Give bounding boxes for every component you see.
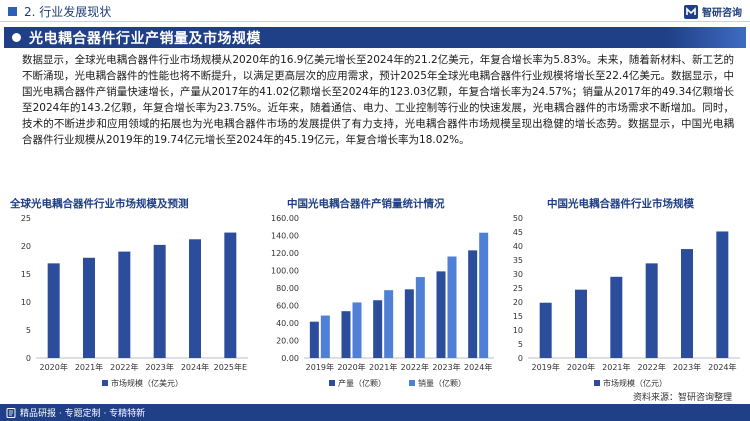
bar	[645, 263, 658, 358]
footer-tagline: 精品研报 · 专题定制 · 专精特新	[20, 409, 146, 419]
bar	[404, 289, 414, 358]
x-tick-label: 2023年	[673, 362, 701, 372]
bar	[373, 300, 383, 358]
bar	[224, 232, 237, 358]
y-tick-label: 120.00	[271, 249, 299, 258]
bar	[479, 232, 489, 358]
x-tick-label: 2024年	[181, 362, 209, 372]
x-tick-label: 2022年	[110, 362, 138, 372]
y-tick-label: 60.00	[276, 302, 299, 311]
bar	[153, 244, 166, 358]
y-tick-label: 45	[513, 228, 523, 237]
legend-label: 市场规模（亿美元）	[111, 378, 183, 388]
x-tick-label: 2022年	[637, 362, 665, 372]
bar	[341, 311, 351, 358]
y-tick-label: 20	[21, 242, 31, 251]
legend-swatch	[329, 380, 335, 386]
y-tick-label: 0	[518, 354, 523, 363]
x-tick-label: 2019年	[531, 362, 559, 372]
y-tick-label: 40.00	[276, 319, 299, 328]
chart3-title: 中国光电耦合器件行业市场规模	[547, 198, 694, 210]
y-tick-label: 160.00	[271, 214, 299, 223]
x-tick-label: 2024年	[708, 362, 736, 372]
y-tick-label: 10	[21, 298, 31, 307]
y-tick-label: 5	[26, 326, 31, 335]
bar	[468, 250, 478, 358]
x-tick-label: 2022年	[401, 362, 429, 372]
bottom-bar: 精品研报 · 专题定制 · 专精特新	[0, 404, 750, 421]
title-bullet-icon	[12, 33, 21, 42]
y-tick-label: 50	[513, 214, 523, 223]
y-tick-label: 35	[513, 256, 523, 265]
x-tick-label: 2020年	[39, 362, 67, 372]
chart-china-production-sales: 0.00 20.00 40.00 60.00 80.00 100.00 120.00 140.…	[271, 214, 494, 388]
bar	[681, 249, 693, 358]
y-tick-label: 20	[513, 298, 523, 307]
bar	[716, 231, 729, 358]
x-tick-label: 2021年	[75, 362, 103, 372]
bar	[189, 239, 201, 358]
y-tick-label: 40	[513, 242, 523, 251]
x-tick-label: 2023年	[145, 362, 173, 372]
y-tick-label: 15	[513, 312, 523, 321]
y-tick-label: 25	[21, 214, 31, 223]
bar	[47, 263, 60, 358]
y-tick-label: 0.00	[281, 354, 299, 363]
brand-logo-icon	[684, 4, 698, 19]
top-bar: 2. 行业发展现状	[0, 0, 750, 22]
legend-swatch	[409, 380, 415, 386]
x-tick-label: 2023年	[432, 362, 460, 372]
y-tick-label: 20.00	[276, 337, 299, 346]
report-icon	[6, 407, 16, 418]
bar	[83, 257, 95, 358]
section-square-icon	[8, 6, 17, 16]
bar	[436, 271, 446, 358]
bar	[610, 276, 623, 358]
bar	[447, 256, 457, 358]
description-paragraph: 数据显示，全球光电耦合器件行业市场规模从2020年的16.9亿美元增长至2024…	[22, 54, 734, 146]
x-tick-label: 2021年	[602, 362, 630, 372]
y-tick-label: 10	[513, 326, 523, 335]
x-tick-label: 2025年E	[214, 362, 247, 372]
y-tick-label: 5	[518, 340, 523, 349]
top-divider	[0, 21, 750, 22]
bar	[352, 302, 362, 358]
x-tick-label: 2020年	[337, 362, 365, 372]
y-tick-label: 0	[26, 354, 31, 363]
y-tick-label: 30	[513, 270, 523, 279]
y-tick-label: 80.00	[276, 284, 299, 293]
x-tick-label: 2024年	[464, 362, 492, 372]
bar	[539, 302, 552, 358]
page-title: 光电耦合器件行业产销量及市场规模	[29, 30, 261, 47]
bar	[118, 251, 131, 358]
legend-swatch	[594, 380, 600, 386]
chart2-title: 中国光电耦合器件产销量统计情况	[287, 198, 445, 210]
y-tick-label: 140.00	[271, 232, 299, 241]
bar	[415, 277, 425, 358]
source-note: 资料来源：智研咨询整理	[632, 393, 732, 403]
chart-global-market-size: 0 5 10 15 20 25 2020年 2021年 2022年 2023年 2024年 2025年…	[21, 214, 248, 388]
brand-name: 智研咨询	[702, 8, 742, 19]
chart-china-market-size: 0 5 10 15 20 25 30 35 40 45 50 2019年 2020年 2021年 2022年…	[513, 214, 740, 388]
y-tick-label: 100.00	[271, 267, 299, 276]
section-title: 2. 行业发展现状	[24, 4, 112, 19]
bar	[384, 290, 394, 358]
x-tick-label: 2019年	[306, 362, 334, 372]
x-tick-label: 2021年	[369, 362, 397, 372]
bar	[575, 289, 587, 358]
legend-label: 销量（亿颗）	[418, 378, 466, 388]
chart1-title: 全球光电耦合器件行业市场规模及预测	[10, 198, 189, 210]
bar	[309, 321, 319, 358]
y-tick-label: 25	[513, 284, 523, 293]
legend-swatch	[102, 380, 108, 386]
legend-label: 产量（亿颗）	[338, 378, 386, 388]
bar	[320, 315, 330, 358]
y-tick-label: 15	[21, 270, 31, 279]
x-tick-label: 2020年	[567, 362, 595, 372]
title-banner-tail	[666, 27, 746, 48]
legend-label: 市场规模（亿元）	[603, 378, 667, 388]
title-banner: 光电耦合器件行业产销量及市场规模	[4, 27, 746, 48]
brand-logo: 智研咨询	[684, 4, 742, 19]
